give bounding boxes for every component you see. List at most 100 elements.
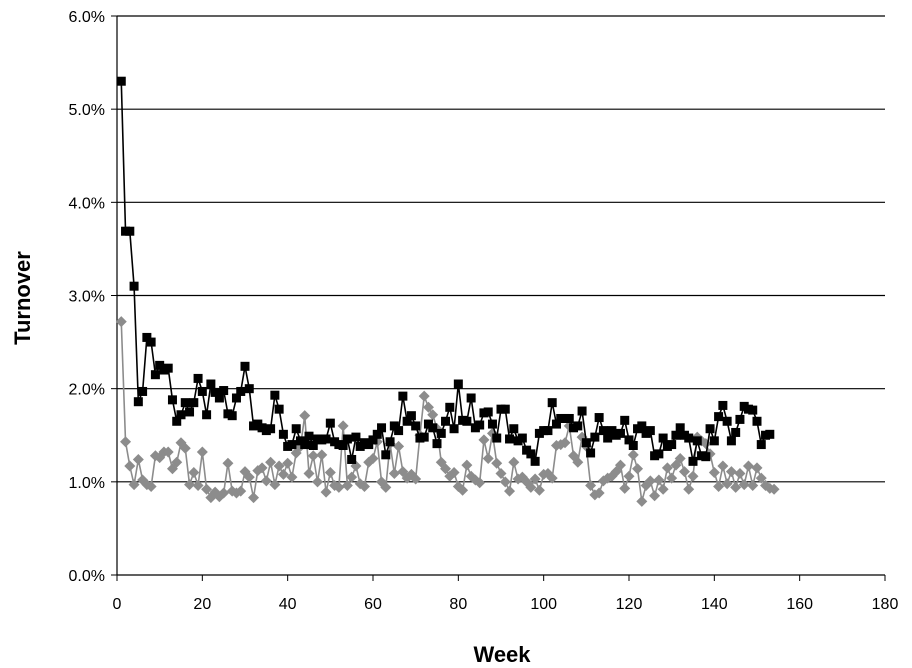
data-point (637, 421, 647, 431)
data-point (593, 487, 605, 499)
data-point (432, 439, 442, 449)
data-point (653, 474, 665, 486)
data-point (338, 440, 348, 450)
data-point (320, 486, 332, 498)
data-point (145, 480, 157, 492)
data-point (236, 386, 246, 396)
data-point (731, 427, 741, 437)
data-point (132, 453, 144, 465)
data-point (678, 466, 690, 478)
data-point (546, 472, 558, 484)
data-point (176, 410, 186, 420)
data-point (551, 419, 561, 429)
data-point (299, 410, 311, 422)
data-point (509, 424, 519, 434)
data-point (735, 414, 745, 424)
data-point (185, 407, 195, 417)
data-point (351, 432, 361, 442)
data-point (752, 416, 762, 426)
data-point (411, 421, 421, 431)
data-point (675, 423, 685, 433)
data-point (428, 423, 438, 433)
data-point (364, 440, 374, 450)
data-point (598, 426, 608, 436)
data-point (644, 475, 656, 487)
data-point (491, 457, 503, 469)
data-point (504, 485, 516, 497)
data-point (619, 482, 631, 494)
data-point (222, 457, 234, 469)
data-point (193, 373, 203, 383)
data-point (714, 412, 724, 422)
data-point (324, 467, 336, 479)
y-tick-labels: 0.0% 1.0% 2.0% 3.0% 4.0% 5.0% 6.0% (69, 9, 105, 585)
x-tick-label: 0 (113, 596, 122, 613)
data-point (231, 393, 241, 403)
data-point (368, 435, 378, 445)
data-point (273, 460, 285, 472)
data-point (196, 446, 208, 458)
data-point (162, 446, 174, 458)
data-point (657, 483, 669, 495)
data-point (115, 316, 127, 328)
series-1 (116, 76, 775, 466)
data-point (508, 456, 520, 468)
data-point (765, 429, 775, 439)
x-tick-label: 100 (530, 596, 557, 613)
data-point (372, 429, 382, 439)
data-point (389, 421, 399, 431)
data-point (658, 433, 668, 443)
data-point (377, 423, 387, 433)
data-point (266, 424, 276, 434)
axes (111, 15, 886, 581)
y-tick-label: 2.0% (69, 382, 105, 399)
x-tick-label: 20 (193, 596, 211, 613)
data-point (688, 456, 698, 466)
data-point (461, 459, 473, 471)
data-point (624, 435, 634, 445)
data-point (687, 470, 699, 482)
data-point (713, 480, 725, 492)
data-point (547, 398, 557, 408)
x-tick-label: 60 (364, 596, 382, 613)
data-point (346, 471, 358, 483)
data-point (500, 404, 510, 414)
data-point (683, 483, 695, 495)
data-point (124, 460, 136, 472)
data-point (189, 398, 199, 408)
data-point (572, 456, 584, 468)
data-point (457, 484, 469, 496)
data-point (398, 391, 408, 401)
data-point (146, 337, 156, 347)
data-point (564, 413, 574, 423)
data-point (150, 370, 160, 380)
data-point (133, 397, 143, 407)
data-point (692, 436, 702, 446)
x-tick-labels: 0 20 40 60 80 100 120 140 160 180 (113, 596, 899, 613)
data-point (726, 436, 736, 446)
data-point (388, 467, 400, 479)
data-point (623, 470, 635, 482)
data-point (747, 480, 759, 492)
data-point (482, 453, 494, 465)
data-point (667, 440, 677, 450)
data-point (499, 476, 511, 488)
data-point (235, 485, 247, 497)
data-point (214, 393, 224, 403)
data-point (466, 393, 476, 403)
y-tick-label: 3.0% (69, 289, 105, 306)
data-point (269, 479, 281, 491)
data-point (684, 433, 694, 443)
data-point (184, 479, 196, 491)
data-point (632, 463, 644, 475)
data-point (419, 432, 429, 442)
data-point (180, 398, 190, 408)
data-point (312, 476, 324, 488)
data-point (172, 416, 182, 426)
data-point (701, 452, 711, 462)
data-point (316, 449, 328, 461)
data-point (620, 415, 630, 425)
data-point (474, 477, 486, 489)
data-point (636, 495, 648, 507)
